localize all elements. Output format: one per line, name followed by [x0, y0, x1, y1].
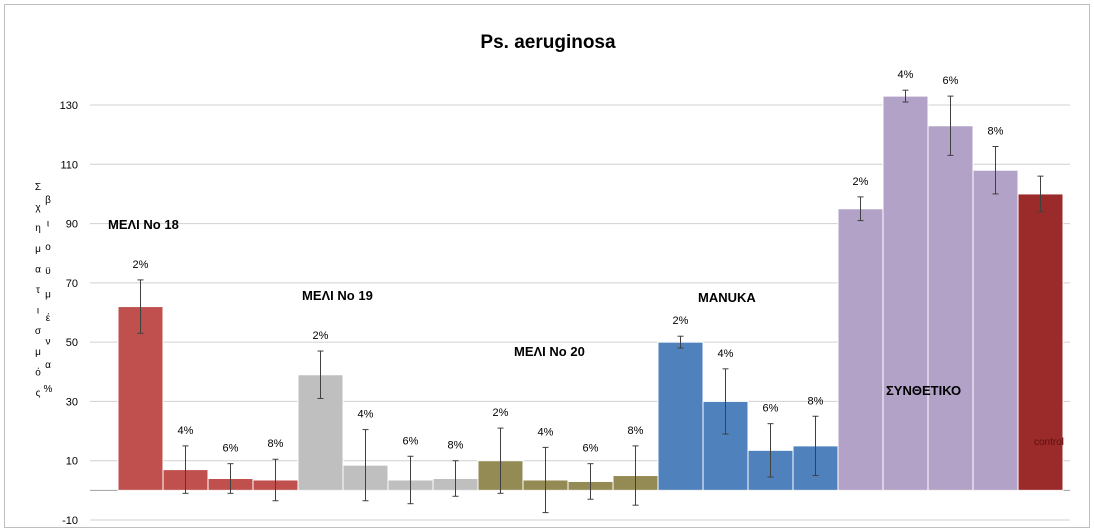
y-axis-label-char: μ: [45, 289, 51, 300]
y-axis-label-char: μ: [35, 244, 41, 255]
data-label: 6%: [943, 75, 959, 87]
data-label: 8%: [808, 395, 824, 407]
y-tick-label: -10: [62, 515, 78, 527]
bar: [882, 95, 929, 491]
y-tick-label: 50: [66, 337, 78, 349]
chart-frame: [4, 4, 1090, 528]
y-tick-label: 30: [66, 396, 78, 408]
y-axis-label-char: η: [35, 223, 41, 234]
y-axis-label-char: %: [44, 384, 53, 395]
y-axis-label-char: χ: [35, 203, 41, 214]
data-label: 6%: [763, 403, 779, 415]
y-axis-label-char: ι: [37, 306, 39, 317]
y-axis-label-char: ν: [46, 337, 51, 348]
y-axis-label-char: α: [45, 360, 51, 371]
y-axis-label-char: ϋ: [45, 266, 50, 277]
y-tick-label: 70: [66, 278, 78, 290]
y-axis-label-char: σ: [35, 326, 42, 337]
chart-title: Ps. aeruginosa: [480, 32, 616, 53]
y-axis-label-char: ό: [35, 366, 41, 378]
data-label: 2%: [673, 315, 689, 327]
data-label: 4%: [718, 348, 734, 360]
y-axis-label-char: Σ: [35, 182, 41, 193]
data-label: 8%: [988, 126, 1004, 138]
data-label: 4%: [358, 409, 374, 421]
y-tick-label: 110: [60, 159, 78, 171]
y-tick-label: 130: [60, 100, 78, 112]
data-label: 8%: [268, 438, 284, 450]
data-label: 2%: [133, 259, 149, 271]
data-label: 6%: [223, 443, 239, 455]
data-label: 4%: [538, 426, 554, 438]
y-axis-label-char: έ: [46, 312, 51, 324]
data-label: 8%: [448, 440, 464, 452]
data-label: 6%: [403, 435, 419, 447]
series-label: ΜΕΛΙ Νο 18: [108, 217, 179, 232]
data-label: 2%: [853, 176, 869, 188]
data-label: 4%: [178, 425, 194, 437]
bar: [117, 306, 164, 491]
series-label: ΣΥΝΘΕΤΙΚΟ: [886, 383, 961, 398]
data-label: 2%: [313, 330, 329, 342]
bar: [927, 125, 974, 491]
y-axis-label-char: α: [35, 264, 41, 275]
bar: [837, 208, 884, 491]
series-label: ΜΕΛΙ Νο 20: [514, 344, 585, 359]
y-tick-label: 10: [66, 456, 78, 468]
y-tick-label: 90: [66, 219, 78, 231]
series-label: MANUKA: [698, 290, 756, 305]
control-label: control: [1034, 437, 1064, 448]
y-axis-label-char: ο: [45, 242, 51, 253]
y-axis-label-char: ι: [47, 219, 49, 230]
series-label: ΜΕΛΙ Νο 19: [302, 288, 373, 303]
y-axis-label-char: τ: [36, 285, 40, 296]
data-label: 4%: [898, 69, 914, 81]
bar: [972, 169, 1019, 491]
data-label: 6%: [583, 443, 599, 455]
y-axis-label-char: ς: [36, 388, 41, 399]
bar: [657, 341, 704, 491]
data-label: 2%: [493, 407, 509, 419]
y-axis-label-char: μ: [35, 347, 41, 358]
y-axis-label-char: β: [45, 195, 51, 206]
bar: [1017, 193, 1064, 491]
data-label: 8%: [628, 425, 644, 437]
